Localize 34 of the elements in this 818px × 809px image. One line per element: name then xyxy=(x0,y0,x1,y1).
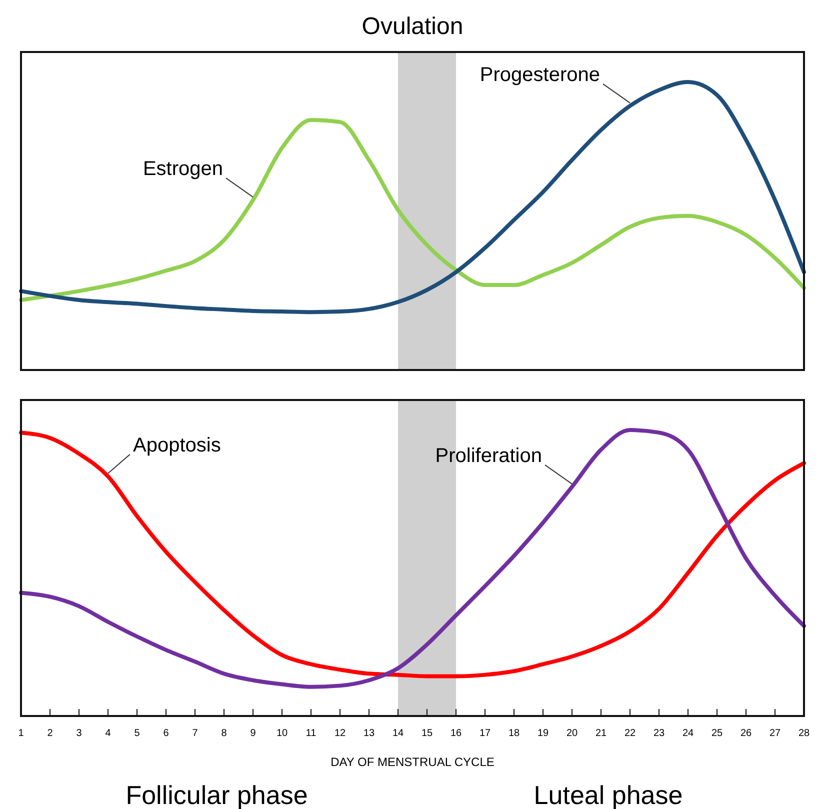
x-tick-label: 22 xyxy=(624,728,636,739)
x-tick-label: 7 xyxy=(192,728,198,739)
x-tick-label: 5 xyxy=(134,728,140,739)
x-axis-title: DAY OF MENSTRUAL CYCLE xyxy=(330,755,494,769)
series-label: Apoptosis xyxy=(133,434,221,456)
x-tick-label: 12 xyxy=(334,728,346,739)
x-tick-label: 26 xyxy=(740,728,752,739)
x-tick-label: 25 xyxy=(711,728,723,739)
x-tick-label: 18 xyxy=(508,728,520,739)
x-tick-label: 1 xyxy=(18,728,24,739)
x-tick-label: 17 xyxy=(479,728,491,739)
x-tick-label: 6 xyxy=(163,728,170,739)
x-tick-label: 21 xyxy=(595,728,607,739)
x-tick-label: 2 xyxy=(47,728,54,739)
x-tick-label: 14 xyxy=(392,728,404,739)
x-tick-label: 8 xyxy=(221,728,228,739)
x-tick-label: 3 xyxy=(76,728,82,739)
x-tick-label: 13 xyxy=(363,728,375,739)
series-label: Progesterone xyxy=(480,64,600,86)
x-tick-label: 9 xyxy=(250,728,256,739)
x-tick-label: 11 xyxy=(306,728,317,739)
x-tick-label: 16 xyxy=(450,728,462,739)
x-tick-label: 27 xyxy=(769,728,781,739)
chart-title: Ovulation xyxy=(362,13,464,40)
x-tick-label: 15 xyxy=(421,728,433,739)
x-tick-label: 4 xyxy=(105,728,112,739)
x-tick-label: 20 xyxy=(566,728,578,739)
x-tick-label: 23 xyxy=(653,728,665,739)
x-tick-label: 19 xyxy=(537,728,549,739)
x-tick-label: 10 xyxy=(276,728,288,739)
x-tick-label: 28 xyxy=(798,728,810,739)
x-tick-label: 24 xyxy=(682,728,694,739)
series-label: Estrogen xyxy=(142,158,223,180)
series-label: Proliferation xyxy=(435,444,542,467)
